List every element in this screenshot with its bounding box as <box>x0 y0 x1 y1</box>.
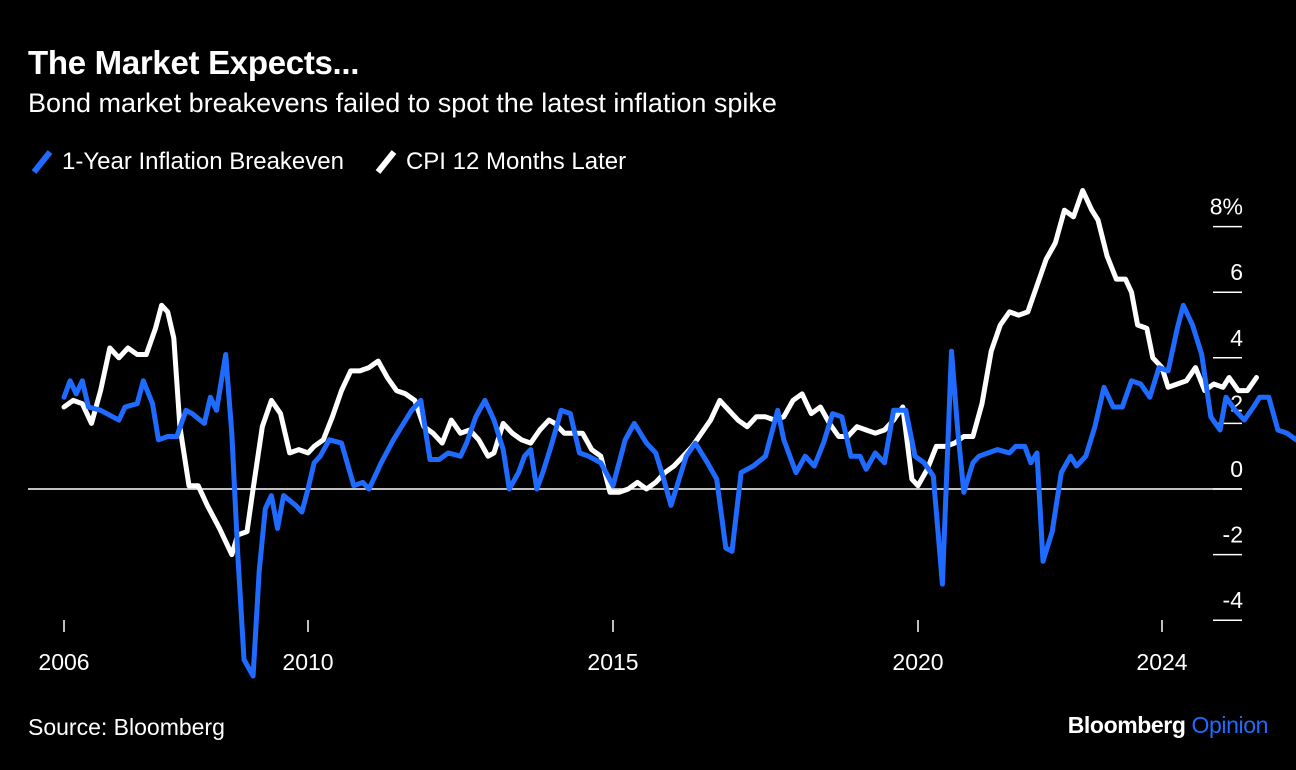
brand-name: Bloomberg <box>1067 712 1186 738</box>
y-tick-label: 4 <box>1230 325 1243 351</box>
chart-legend: 1-Year Inflation Breakeven CPI 12 Months… <box>30 148 656 176</box>
y-tick-label: -4 <box>1223 587 1244 613</box>
y-tick-label: 0 <box>1230 456 1243 482</box>
x-tick-label: 2024 <box>1136 649 1187 675</box>
x-tick-label: 2020 <box>892 649 943 675</box>
y-tick-label: 6 <box>1230 259 1243 285</box>
x-axis: 2006 2010 2015 2020 2024 <box>38 620 1188 675</box>
legend-swatch-breakeven <box>31 150 53 174</box>
brand-suffix: Opinion <box>1191 712 1269 738</box>
source-note: Source: Bloomberg <box>28 714 225 740</box>
legend-swatch-cpi <box>375 150 397 174</box>
y-tick-label: 8% <box>1210 194 1243 220</box>
x-tick-label: 2010 <box>282 649 333 675</box>
legend-label-cpi: CPI 12 Months Later <box>405 148 627 175</box>
y-tick-label: -2 <box>1223 522 1243 548</box>
x-tick-label: 2006 <box>38 649 89 675</box>
x-tick-label: 2015 <box>587 649 638 675</box>
series-line-cpi <box>61 188 1259 558</box>
legend-item-cpi: CPI 12 Months Later <box>374 148 626 176</box>
series-line-breakeven <box>61 302 1296 679</box>
brand-logo: Bloomberg Opinion <box>1067 712 1269 739</box>
chart-title: The Market Expects... <box>28 44 360 81</box>
chart-subtitle: Bond market breakevens failed to spot th… <box>28 88 777 118</box>
legend-label-breakeven: 1-Year Inflation Breakeven <box>62 148 344 175</box>
legend-item-breakeven: 1-Year Inflation Breakeven <box>30 148 344 176</box>
